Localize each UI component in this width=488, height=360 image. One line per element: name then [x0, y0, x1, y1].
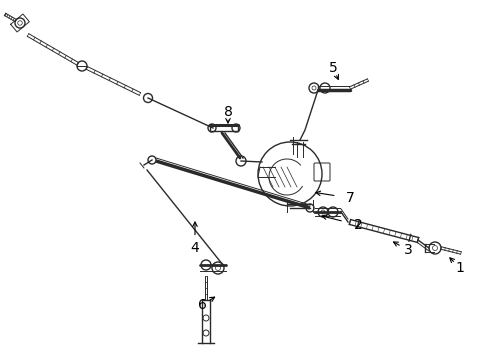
Text: 2: 2 [353, 218, 362, 232]
Text: 4: 4 [190, 241, 199, 255]
Text: 3: 3 [403, 243, 411, 257]
Text: 8: 8 [223, 105, 232, 119]
Text: 1: 1 [455, 261, 464, 275]
Text: 6: 6 [197, 298, 206, 312]
Text: 7: 7 [345, 191, 354, 205]
Text: 5: 5 [328, 61, 337, 75]
